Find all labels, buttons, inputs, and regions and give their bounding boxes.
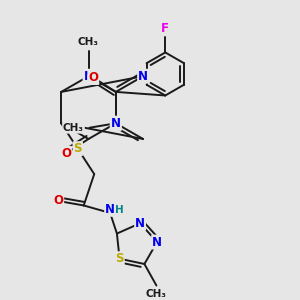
Text: N: N (152, 236, 162, 249)
Text: O: O (61, 147, 71, 160)
Text: CH₃: CH₃ (146, 289, 167, 299)
Text: O: O (88, 71, 98, 84)
Text: N: N (111, 117, 121, 130)
Text: N: N (83, 70, 94, 83)
Text: N: N (135, 217, 145, 230)
Text: CH₃: CH₃ (78, 38, 99, 47)
Text: S: S (74, 142, 82, 155)
Text: F: F (161, 22, 169, 35)
Text: O: O (53, 194, 63, 208)
Text: CH₃: CH₃ (63, 123, 84, 133)
Text: N: N (105, 203, 115, 216)
Text: N: N (111, 117, 121, 130)
Text: N: N (138, 70, 148, 83)
Text: S: S (115, 252, 124, 265)
Text: H: H (115, 205, 124, 215)
